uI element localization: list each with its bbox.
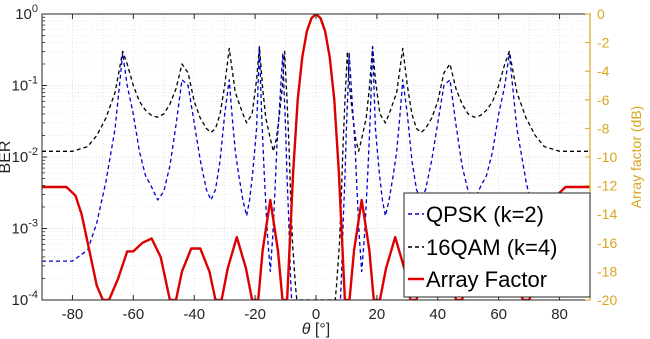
y-left-tick-label: 10-2 <box>12 146 38 166</box>
y-left-tick-label: 10-4 <box>12 289 38 309</box>
y-axis-right-label: Array factor (dB) <box>628 106 644 209</box>
y-axis-left-label: BER <box>0 141 14 174</box>
x-tick-label: -80 <box>62 306 84 323</box>
y-right-tick-label: -14 <box>597 206 617 222</box>
x-tick-label: 60 <box>490 306 507 323</box>
y-right-tick-label: -18 <box>597 263 617 279</box>
x-tick-label: -40 <box>183 306 205 323</box>
legend: QPSK (k=2) 16QAM (k=4) Array Factor <box>403 192 591 298</box>
legend-box <box>403 192 591 298</box>
x-tick-label: -20 <box>244 306 266 323</box>
x-tick-label: -60 <box>122 306 144 323</box>
y-right-tick-label: -20 <box>597 292 617 308</box>
y-axis-left-ticks: 100 10-1 10-2 10-3 10-4 <box>12 3 47 309</box>
y-right-tick-label: -8 <box>597 120 610 136</box>
y-right-tick-label: -12 <box>597 178 617 194</box>
y-left-tick-label: 100 <box>15 3 38 23</box>
legend-label-array-factor: Array Factor <box>426 267 547 292</box>
legend-label-16qam: 16QAM (k=4) <box>426 235 557 260</box>
x-axis-ticks: -80 -60 -40 -20 0 20 40 60 80 <box>62 14 568 323</box>
x-tick-label: 0 <box>312 306 320 323</box>
y-right-tick-label: -4 <box>597 63 610 79</box>
y-right-tick-label: 0 <box>597 6 605 22</box>
series-line-16qam-k-4 <box>42 45 590 300</box>
y-left-tick-label: 10-1 <box>12 75 38 95</box>
y-right-tick-label: -2 <box>597 35 610 51</box>
x-tick-label: 40 <box>429 306 446 323</box>
y-right-tick-label: -6 <box>597 92 610 108</box>
legend-label-qpsk: QPSK (k=2) <box>426 202 544 227</box>
series-line-qpsk-k-2 <box>42 45 590 300</box>
x-tick-label: 20 <box>369 306 386 323</box>
x-axis-label: θ [°] <box>302 321 330 338</box>
y-right-tick-label: -16 <box>597 235 617 251</box>
y-left-tick-label: 10-3 <box>12 218 38 238</box>
y-axis-right-ticks: 0 -2 -4 -6 -8 -10 -12 -14 -16 -18 -20 <box>585 6 617 308</box>
x-tick-label: 80 <box>551 306 568 323</box>
y-right-tick-label: -10 <box>597 149 617 165</box>
